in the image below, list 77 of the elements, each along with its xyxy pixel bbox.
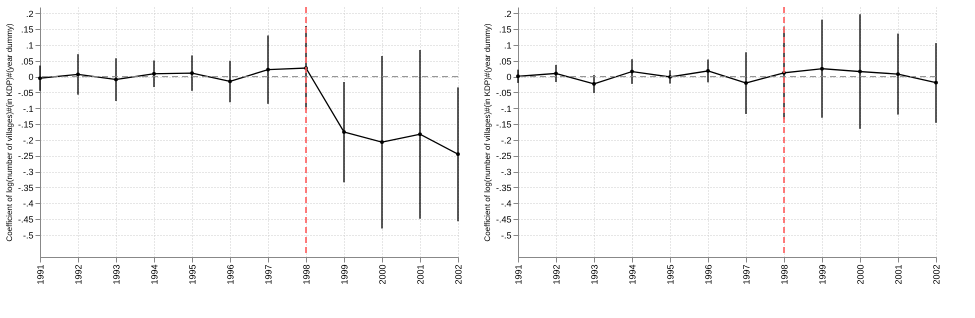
- point: [820, 66, 824, 71]
- y-tick-label: .2: [504, 8, 512, 19]
- point: [342, 130, 346, 134]
- y-tick-label: -.5: [22, 230, 34, 240]
- x-tick-label: 1993: [112, 264, 122, 285]
- y-tick-label: -.2: [22, 135, 34, 146]
- x-tick-label: 1992: [74, 264, 84, 285]
- x-tick-label: 2002: [932, 264, 942, 285]
- y-tick-label: 0: [506, 72, 512, 82]
- point: [380, 140, 384, 144]
- y-tick-label: .1: [504, 40, 512, 50]
- y-tick-label: -.05: [496, 88, 512, 98]
- y-tick-label: 0: [28, 72, 34, 82]
- x-tick-label: 1993: [590, 264, 600, 285]
- y-tick-label: -.15: [496, 120, 512, 130]
- x-tick-label: 1997: [264, 264, 274, 285]
- y-tick-label: -.4: [22, 198, 34, 209]
- point: [190, 71, 194, 76]
- point: [38, 76, 42, 80]
- point: [152, 72, 156, 76]
- x-tick-label: 1996: [704, 264, 714, 285]
- point: [554, 72, 558, 76]
- y-tick-label: -.35: [18, 182, 34, 193]
- point: [630, 70, 634, 74]
- y-axis-title: Coefficient of log(number of villages)#(in KDP)#(year dummy): [4, 23, 14, 242]
- x-tick-label: 2002: [454, 264, 464, 285]
- x-tick-label: 1995: [666, 264, 676, 285]
- point: [592, 82, 596, 86]
- point: [516, 74, 520, 78]
- point: [744, 81, 748, 85]
- x-tick-label: 1995: [188, 264, 198, 285]
- x-tick-label: 2001: [416, 264, 426, 285]
- point: [114, 78, 118, 82]
- y-axis-title: Coefficient of log(number of villages)#(in KDP)#(year dummy): [482, 23, 492, 242]
- x-tick-label: 2000: [856, 264, 866, 285]
- point: [934, 80, 938, 84]
- y-tick-label: -.2: [500, 135, 512, 146]
- y-tick-label: .05: [498, 56, 512, 66]
- y-tick-label: -.3: [500, 167, 512, 178]
- point: [228, 80, 232, 84]
- x-tick-label: 1998: [302, 264, 312, 285]
- y-tick-label: -.3: [22, 167, 34, 178]
- y-tick-label: -.25: [18, 151, 34, 162]
- point: [418, 132, 422, 136]
- x-tick-label: 1994: [150, 264, 160, 285]
- y-tick-label: .15: [498, 24, 512, 35]
- x-tick-label: 1997: [742, 264, 752, 285]
- point: [858, 70, 862, 74]
- x-tick-label: 1991: [514, 264, 524, 285]
- x-tick-label: 1996: [226, 264, 236, 285]
- x-tick-label: 2001: [894, 264, 904, 285]
- y-tick-label: -.15: [18, 120, 34, 130]
- x-tick-label: 1999: [340, 264, 350, 285]
- y-tick-label: -.05: [18, 88, 34, 98]
- x-tick-label: 1992: [552, 264, 562, 285]
- x-tick-label: 1994: [628, 264, 638, 285]
- x-tick-label: 1998: [780, 264, 790, 285]
- y-tick-label: -.1: [22, 104, 34, 114]
- point: [896, 72, 900, 76]
- point: [266, 68, 270, 72]
- y-tick-label: -.4: [500, 198, 512, 209]
- y-tick-label: -.35: [496, 182, 512, 193]
- y-tick-label: .15: [20, 24, 34, 35]
- y-tick-label: .1: [26, 40, 34, 50]
- point: [706, 69, 710, 73]
- y-tick-label: .2: [26, 8, 34, 19]
- x-tick-label: 2000: [378, 264, 388, 285]
- y-tick-label: -.25: [496, 151, 512, 162]
- y-tick-label: -.45: [496, 214, 512, 225]
- y-tick-label: -.1: [500, 104, 512, 114]
- point: [76, 72, 80, 76]
- y-tick-label: -.45: [18, 214, 34, 225]
- point: [456, 152, 460, 156]
- y-tick-label: -.5: [500, 230, 512, 240]
- y-tick-label: .05: [20, 56, 34, 66]
- x-tick-label: 1991: [36, 264, 46, 285]
- x-tick-label: 1999: [818, 264, 828, 285]
